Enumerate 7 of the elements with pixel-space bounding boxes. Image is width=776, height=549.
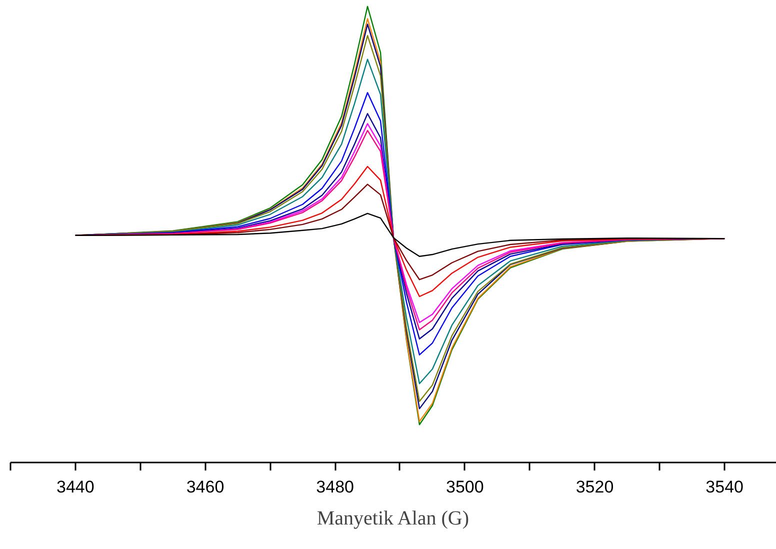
x-tick-label: 3480 bbox=[316, 478, 354, 496]
x-tick-label: 3500 bbox=[446, 478, 484, 496]
x-tick-label: 3540 bbox=[706, 478, 744, 496]
x-axis-title: Manyetik Alan (G) bbox=[316, 508, 470, 530]
x-tick-label: 3520 bbox=[576, 478, 614, 496]
x-tick-label: 3440 bbox=[56, 478, 94, 496]
x-tick-label: 3460 bbox=[186, 478, 224, 496]
